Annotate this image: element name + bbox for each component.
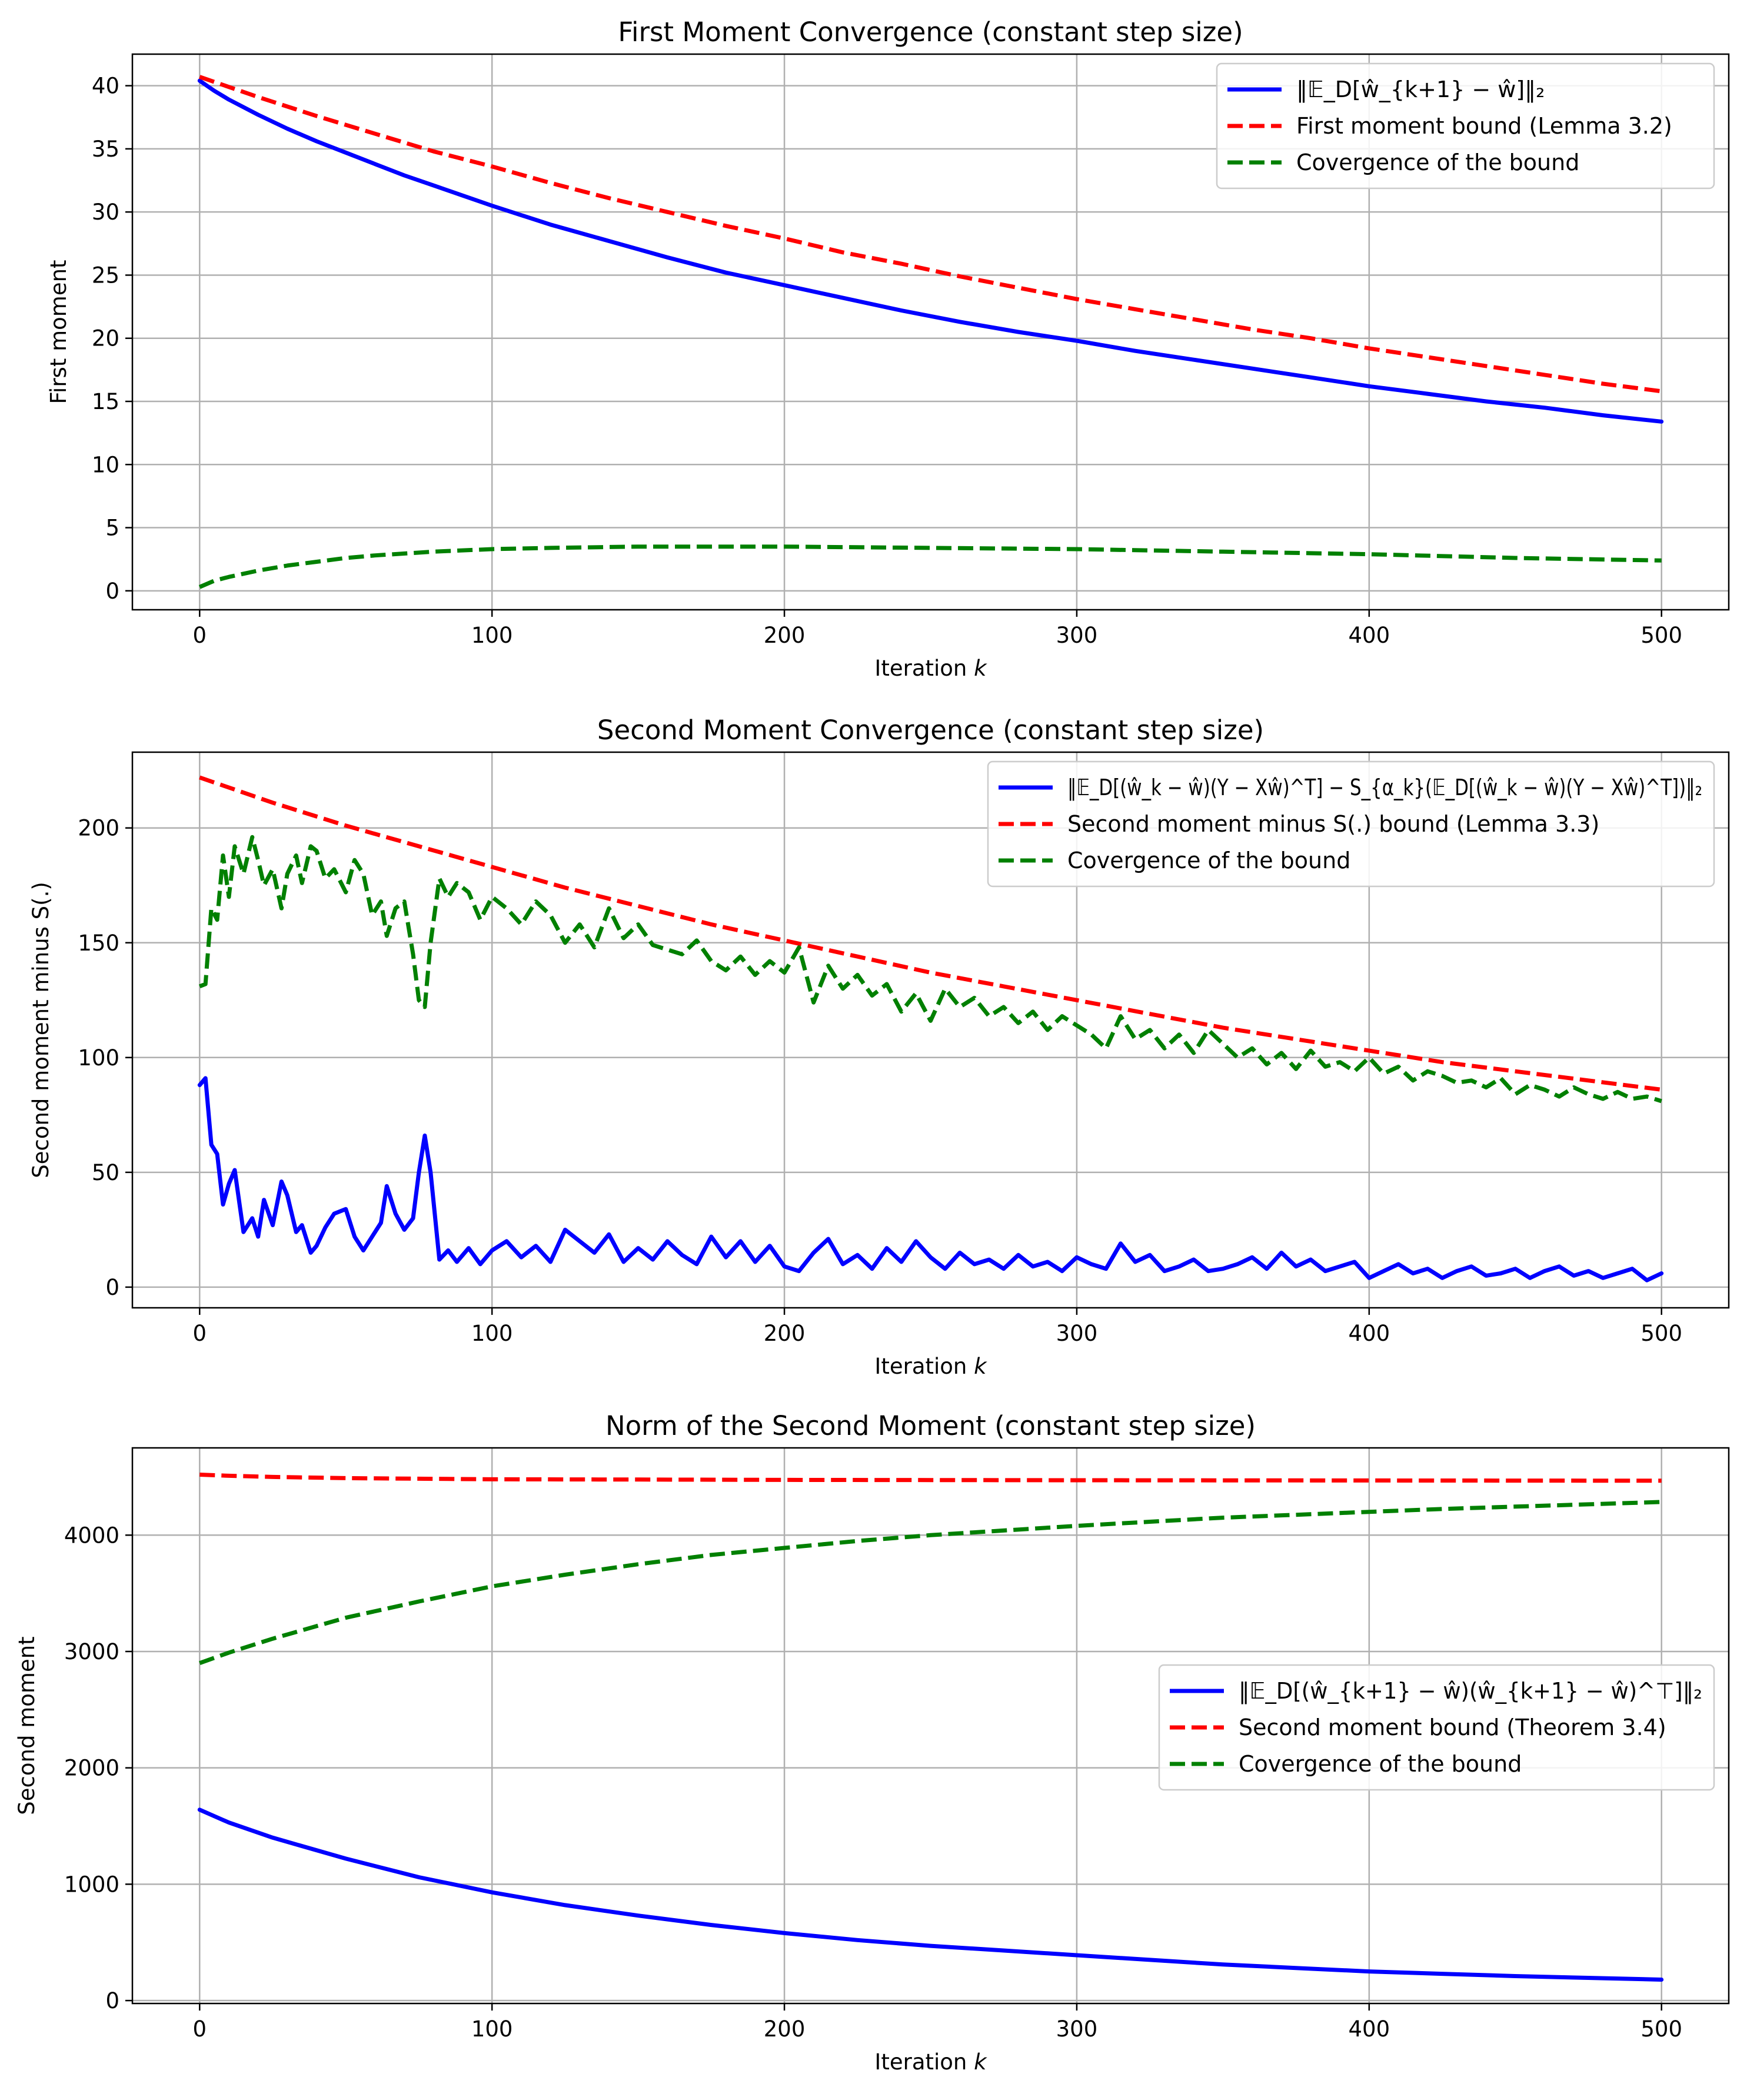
legend-label-1: ‖𝔼_D[(ŵ_{k+1} − ŵ)(ŵ_{k+1} − ŵ)^⊤]‖₂ [1239,1678,1702,1704]
plot-frame [131,53,1730,611]
x-tick-label: 400 [1349,2016,1390,2042]
x-tick-label: 500 [1640,2016,1682,2042]
legend-label-2: Second moment bound (Theorem 3.4) [1239,1714,1666,1740]
x-tick-label: 200 [764,2016,806,2042]
x-tick-label: 500 [1640,623,1682,648]
series-line-1 [197,1076,1664,1282]
x-tick-label: 300 [1056,1321,1098,1346]
x-tick-label: 300 [1056,623,1098,648]
y-tick-label: 2000 [64,1756,119,1781]
series-line-2 [199,775,1662,1092]
legend-label-2: Second moment minus S(.) bound (Lemma 3.… [1067,811,1599,837]
x-tick-label: 100 [471,623,513,648]
legend-label-3: Covergence of the bound [1296,149,1579,175]
y-tick-label: 25 [92,262,119,288]
y-tick-label: 40 [92,74,119,99]
legend-label-2: First moment bound (Lemma 3.2) [1296,113,1672,139]
y-tick-label: 50 [92,1160,119,1185]
series-line-3 [198,544,1662,589]
plot-frame [131,751,1730,1309]
y-tick-label: 150 [78,931,119,956]
y-tick-label: 3000 [64,1639,119,1664]
norm-second-moment-panel: 0 100 200 300 400 500 0 1000 2000 3000 4000 Norm of… [14,1410,1730,2075]
y-tick-label: 35 [92,137,119,162]
series-line-2 [199,1473,1662,1483]
second-moment-panel: 0 100 200 300 400 500 0 50 100 150 200 Second Momen… [28,715,1730,1379]
plot-frame [131,1447,1730,2005]
y-tick-label: 15 [92,389,119,414]
x-tick-label: 300 [1056,2016,1098,2042]
legend-label-1: ‖𝔼_D[ŵ_{k+1} − ŵ]‖₂ [1296,77,1545,103]
legend-label-3: Covergence of the bound [1067,848,1350,873]
y-tick-label: 30 [92,200,119,225]
x-tick-label: 0 [193,2016,207,2042]
x-tick-label: 200 [764,1321,806,1346]
legend-label-3: Covergence of the bound [1239,1751,1522,1777]
y-tick-label: 1000 [64,1872,119,1897]
y-tick-label: 10 [92,452,119,477]
first-moment-panel: 0 100 200 300 400 500 0 5 10 15 20 25 30 35 40 First Mo… [46,16,1730,681]
x-axis-label: Iteration k [874,1354,987,1379]
y-axis-label: Second moment minus S(.) [28,882,54,1178]
series-line-1 [197,78,1664,424]
y-axis-label: Second moment [14,1636,39,1815]
y-tick-label: 100 [78,1045,119,1071]
series-line-3 [199,1500,1662,1665]
y-tick-label: 5 [105,516,119,541]
legend: ‖𝔼_D[(ŵ_k − ŵ)(Y − Xŵ)^T] − S_{α_k}(𝔼_D[… [987,760,1715,888]
x-tick-label: 500 [1640,1321,1682,1346]
y-tick-label: 0 [105,1988,119,2013]
legend-box [1158,1664,1715,1791]
y-tick-label: 0 [105,1275,119,1300]
x-tick-label: 0 [193,623,207,648]
x-axis-label: Iteration k [874,656,987,681]
x-tick-label: 100 [471,2016,513,2042]
x-tick-label: 200 [764,623,806,648]
series-line-1 [197,1807,1664,1982]
y-axis-label: First moment [46,260,71,404]
y-tick-label: 200 [78,816,119,841]
y-tick-label: 0 [105,579,119,604]
chart-title: Second Moment Convergence (constant step… [597,715,1264,746]
series-line-2 [199,75,1662,394]
chart-title: First Moment Convergence (constant step … [618,16,1243,48]
x-tick-label: 400 [1349,1321,1390,1346]
y-tick-label: 4000 [64,1523,119,1548]
x-tick-label: 100 [471,1321,513,1346]
legend: ‖𝔼_D[(ŵ_{k+1} − ŵ)(ŵ_{k+1} − ŵ)^⊤]‖₂ Seco… [1158,1664,1715,1791]
y-tick-label: 20 [92,326,119,351]
legend: ‖𝔼_D[ŵ_{k+1} − ŵ]‖₂ First moment bound (L… [1216,62,1715,190]
x-tick-label: 0 [193,1321,207,1346]
legend-label-1: ‖𝔼_D[(ŵ_k − ŵ)(Y − Xŵ)^T] − S_{α_k}(𝔼_D[… [1067,775,1702,801]
legend-box [1216,62,1715,190]
series-line-3 [199,835,1662,1104]
x-axis-label: Iteration k [874,2049,987,2075]
chart-title: Norm of the Second Moment (constant step… [605,1410,1256,1441]
x-tick-label: 400 [1349,623,1390,648]
legend-box [987,760,1715,888]
